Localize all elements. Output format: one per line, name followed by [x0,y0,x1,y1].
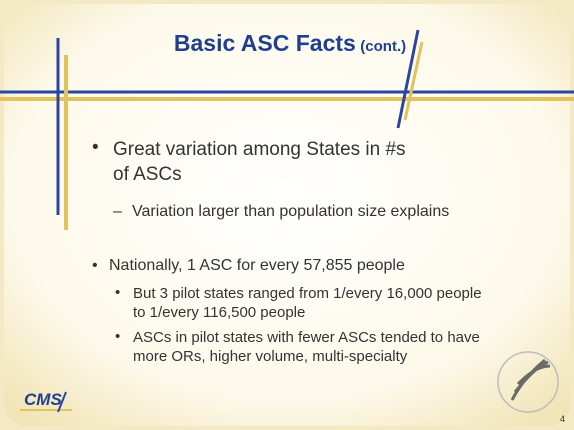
bullet-text: Nationally, 1 ASC for every 57,855 peopl… [109,257,405,274]
cms-logo: CMS [24,390,62,409]
bullet-marker: • [92,137,99,158]
title-block: Basic ASC Facts (cont.) [100,30,480,57]
slide-panel [4,4,570,426]
hhs-seal [497,351,559,413]
sub-bullet-text: But 3 pilot states ranged from 1/every 1… [133,285,482,321]
sub-bullet-text: Variation larger than population size ex… [132,203,450,220]
rule-slash-blue [396,29,420,129]
page-number: 4 [560,414,566,424]
title-suffix: (cont.) [360,38,407,55]
rule-slash-gold [403,41,424,121]
logo-slash [57,391,67,413]
dash-marker: – [113,203,122,220]
sub-bullet-text: ASCs in pilot states with fewer ASCs ten… [133,329,480,365]
title: Basic ASC Facts [173,30,356,56]
sub-bullet-marker: • [115,284,121,301]
sub-bullet-marker: • [115,328,121,345]
bullet-marker: • [92,257,98,274]
bullet-text: Great variation among States in #s of AS… [113,139,406,185]
